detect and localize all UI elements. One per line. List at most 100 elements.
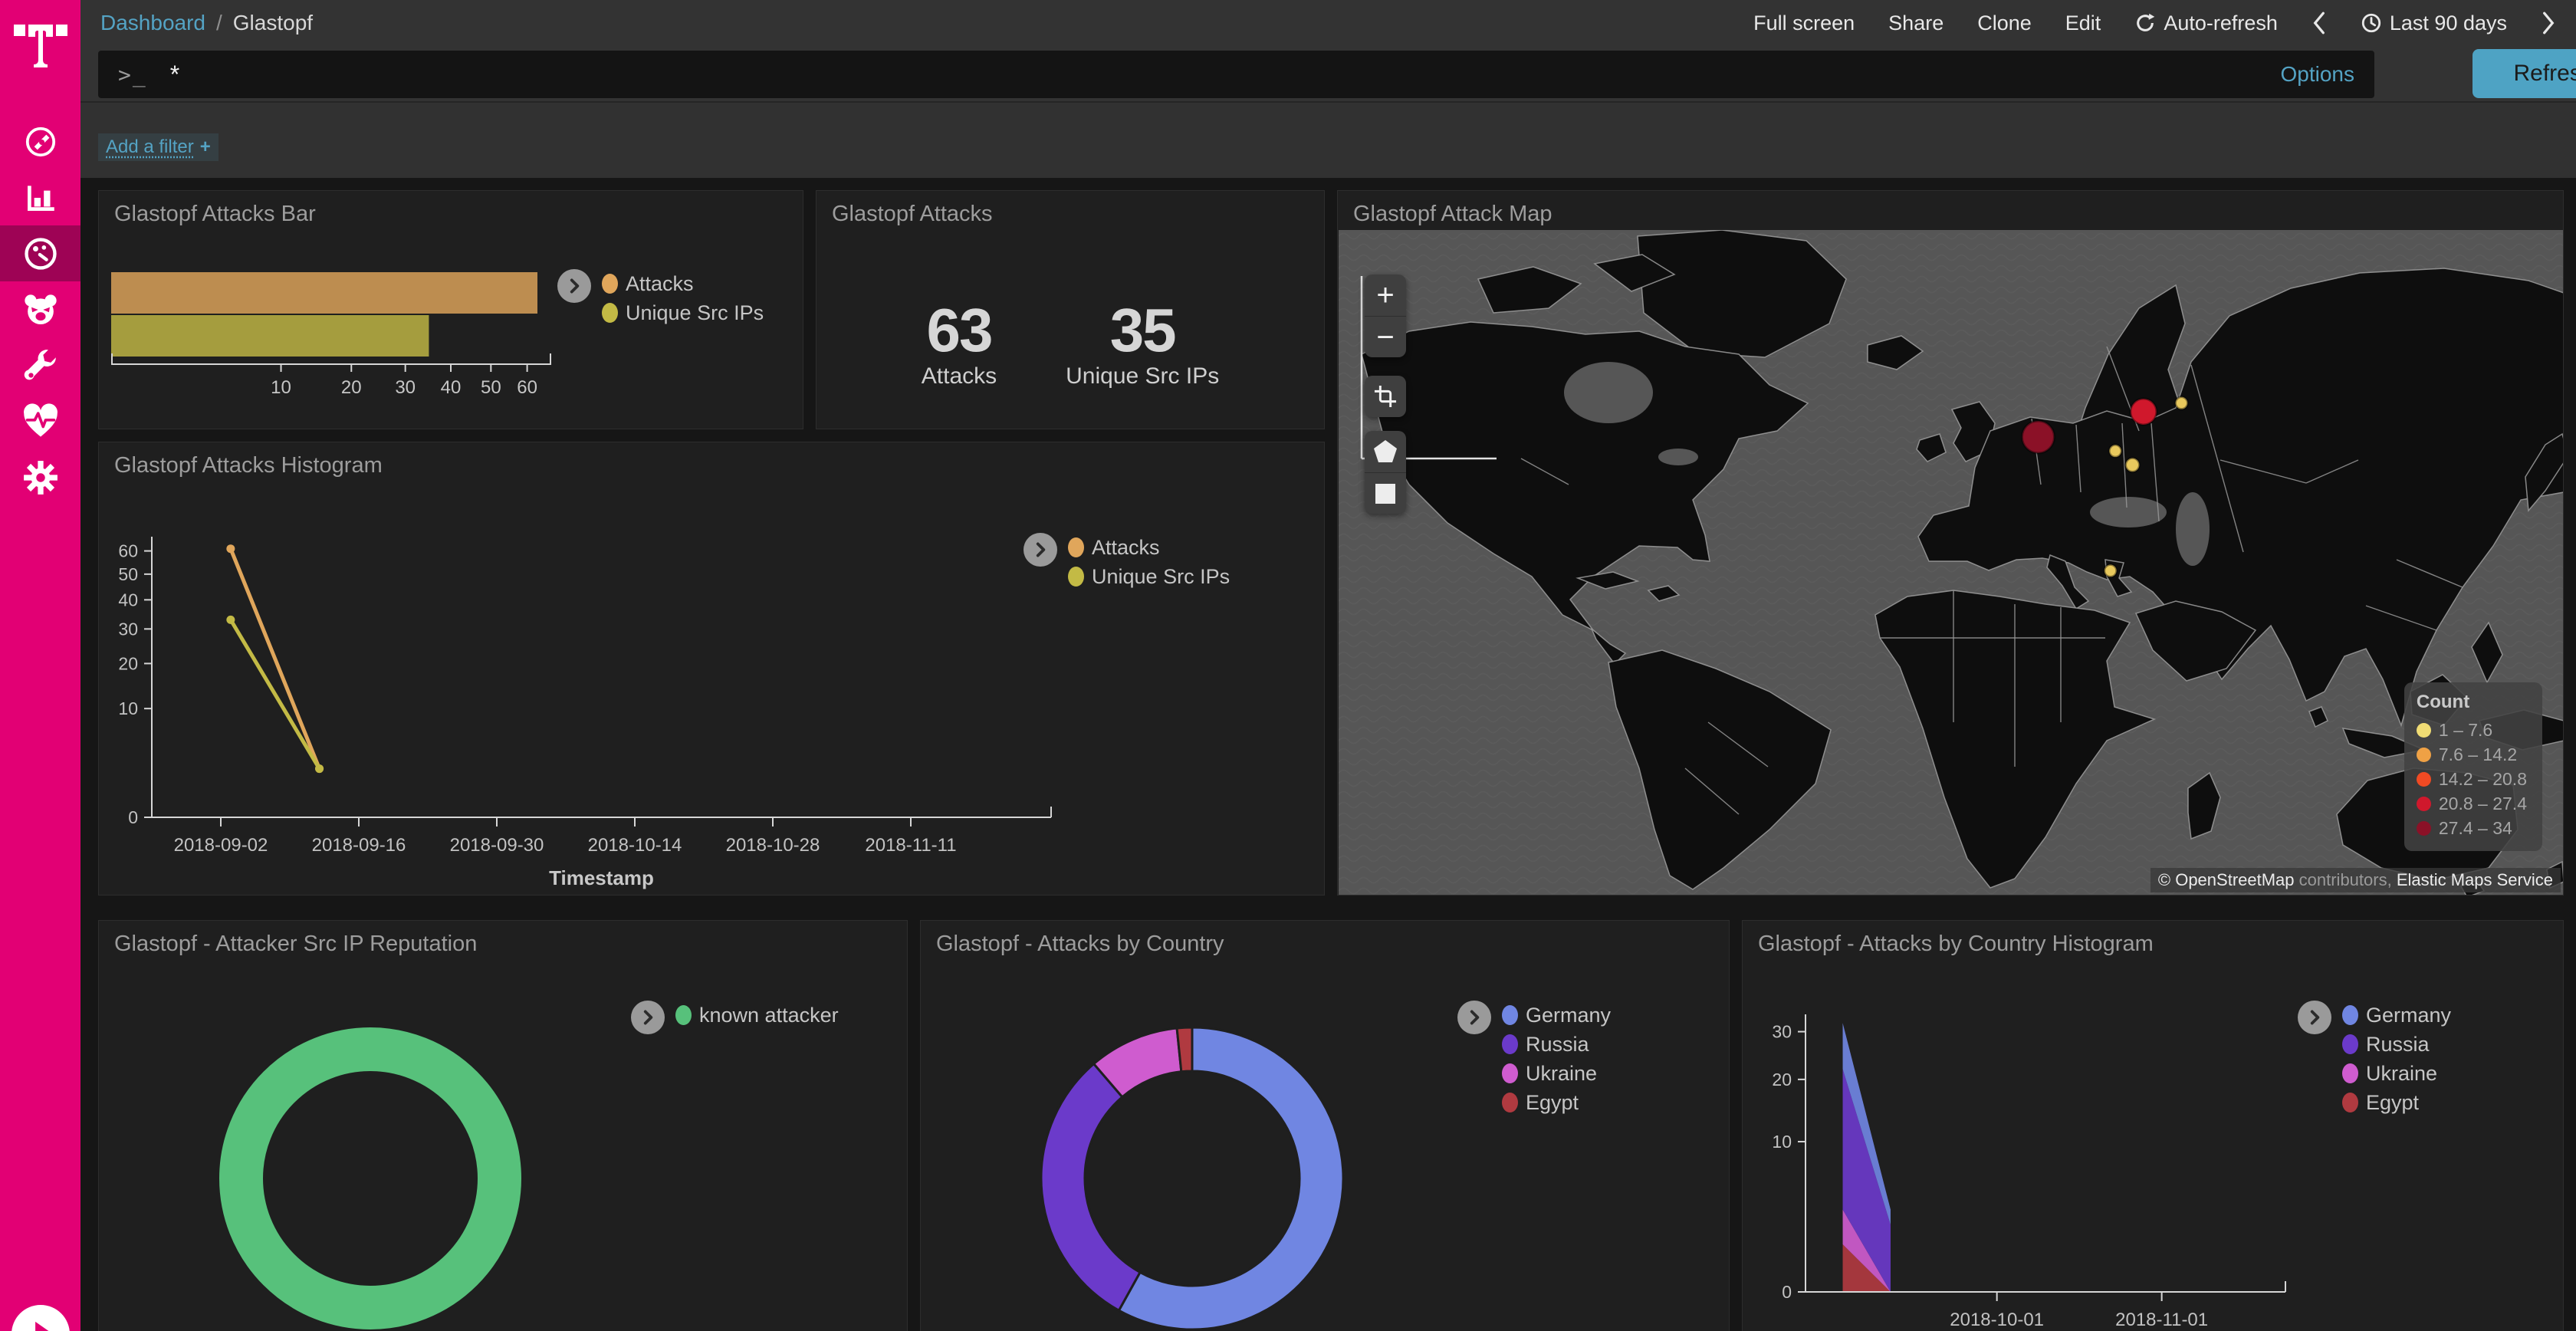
chart-legend: Attacks Unique Src IPs xyxy=(557,269,764,327)
legend-toggle-button[interactable] xyxy=(631,1001,665,1034)
attack-location-dot[interactable] xyxy=(2174,396,2189,411)
legend-item-known-attacker[interactable]: known attacker xyxy=(675,1001,839,1030)
donut-slice-egypt[interactable] xyxy=(1175,1026,1194,1073)
auto-refresh-button[interactable]: Auto-refresh xyxy=(2134,12,2278,35)
legend-item-egypt[interactable]: Egypt xyxy=(1502,1088,1611,1117)
attack-location-dot[interactable] xyxy=(2124,456,2141,473)
metric-group: 63 Attacks 35 Unique Src IPs xyxy=(816,298,1324,389)
sidebar-item-discover[interactable] xyxy=(0,113,80,169)
chevron-right-icon xyxy=(1470,1010,1480,1025)
edit-button[interactable]: Edit xyxy=(2065,11,2101,35)
bar-attacks[interactable] xyxy=(111,272,537,314)
sidebar-item-management[interactable] xyxy=(0,449,80,505)
area-russia[interactable] xyxy=(1842,1069,1891,1292)
clock-icon xyxy=(2361,13,2381,33)
draw-polygon-button[interactable] xyxy=(1365,431,1406,472)
country-donut-chart[interactable] xyxy=(921,921,1729,1331)
donut-slice-russia[interactable] xyxy=(1040,1062,1142,1313)
sidebar-expand-button[interactable] xyxy=(11,1305,70,1331)
time-back-button[interactable] xyxy=(2312,11,2327,35)
breadcrumb-separator: / xyxy=(215,11,222,35)
wrench-icon xyxy=(22,347,59,384)
legend-items: Attacks Unique Src IPs xyxy=(1068,533,1230,591)
clone-button[interactable]: Clone xyxy=(1977,11,2032,35)
legend-item-russia[interactable]: Russia xyxy=(1502,1030,1611,1059)
legend-item-egypt[interactable]: Egypt xyxy=(2342,1088,2451,1117)
telekom-logo[interactable] xyxy=(0,0,80,113)
legend-item-ukraine[interactable]: Ukraine xyxy=(1502,1059,1611,1088)
crop-fit-icon-button[interactable] xyxy=(1365,376,1406,417)
svg-text:0: 0 xyxy=(1782,1282,1792,1302)
add-filter-button[interactable]: Add a filter + xyxy=(98,133,219,161)
search-query-input[interactable] xyxy=(169,60,2266,89)
chart-legend: Attacks Unique Src IPs xyxy=(1024,533,1230,591)
sidebar-item-monitoring[interactable] xyxy=(0,393,80,449)
map-fit-control xyxy=(1365,376,1406,417)
draw-rectangle-button[interactable] xyxy=(1365,472,1406,514)
sidebar-item-bear[interactable] xyxy=(0,281,80,337)
legend-item-germany[interactable]: Germany xyxy=(2342,1001,2451,1030)
svg-text:20: 20 xyxy=(341,377,362,398)
legend-item-attacks[interactable]: Attacks xyxy=(1068,533,1230,562)
line-attacks[interactable] xyxy=(228,547,321,770)
area-germany[interactable] xyxy=(1842,1023,1891,1225)
svg-text:2018-09-30: 2018-09-30 xyxy=(450,835,544,856)
attacks-bar-chart[interactable]: 10 20 30 40 50 60 xyxy=(105,266,803,427)
world-attack-map[interactable]: + − xyxy=(1339,230,2563,895)
legend-item-germany[interactable]: Germany xyxy=(1502,1001,1611,1030)
legend-item-unique-src-ips[interactable]: Unique Src IPs xyxy=(602,298,764,327)
attack-location-dot[interactable] xyxy=(2020,419,2055,455)
zoom-in-button[interactable]: + xyxy=(1376,278,1395,312)
attack-location-dot[interactable] xyxy=(2129,397,2158,426)
legend-item-ukraine[interactable]: Ukraine xyxy=(2342,1059,2451,1088)
legend-item-attacks[interactable]: Attacks xyxy=(602,269,764,298)
openstreetmap-link[interactable]: © OpenStreetMap xyxy=(2157,870,2295,889)
full-screen-button[interactable]: Full screen xyxy=(1753,11,1855,35)
breadcrumb-dashboard-link[interactable]: Dashboard xyxy=(100,11,205,35)
sidebar-item-visualize[interactable] xyxy=(0,169,80,225)
top-menu: Full screen Share Clone Edit Auto-refres… xyxy=(1753,11,2556,35)
legend-color-dot xyxy=(675,1005,692,1025)
bar-unique-src-ips[interactable] xyxy=(111,315,429,357)
svg-text:20: 20 xyxy=(1772,1070,1792,1089)
top-navigation-bar: Dashboard / Glastopf Full screen Share C… xyxy=(80,0,2576,46)
map-legend-bucket: 14.2 – 20.8 xyxy=(2416,767,2527,791)
bucket-range-label: 14.2 – 20.8 xyxy=(2438,768,2527,789)
legend-item-unique-src-ips[interactable]: Unique Src IPs xyxy=(1068,562,1230,591)
svg-text:2018-10-01: 2018-10-01 xyxy=(1950,1310,2044,1330)
legend-toggle-button[interactable] xyxy=(1024,533,1057,567)
elastic-maps-service-link[interactable]: Elastic Maps Service xyxy=(2396,870,2553,889)
legend-item-russia[interactable]: Russia xyxy=(2342,1030,2451,1059)
attacks-histogram-chart[interactable]: 0 10 20 30 40 50 60 2018-09-02 2018-09-16 2018-09… xyxy=(99,442,1324,895)
share-button[interactable]: Share xyxy=(1888,11,1944,35)
sidebar-item-devtools[interactable] xyxy=(0,337,80,393)
legend-toggle-button[interactable] xyxy=(1457,1001,1491,1034)
attack-location-dot[interactable] xyxy=(2108,443,2123,458)
attack-location-dot[interactable] xyxy=(2103,563,2118,578)
time-forward-button[interactable] xyxy=(2541,11,2556,35)
legend-toggle-button[interactable] xyxy=(557,269,591,303)
donut-slice-germany[interactable] xyxy=(1117,1026,1345,1331)
reputation-donut-chart[interactable] xyxy=(99,921,907,1331)
legend-items: Attacks Unique Src IPs xyxy=(602,269,764,327)
area-egypt[interactable] xyxy=(1842,1244,1891,1292)
time-range-picker[interactable]: Last 90 days xyxy=(2361,12,2507,35)
panel-title: Glastopf - Attacks by Country Histogram xyxy=(1758,932,2154,956)
query-options-link[interactable]: Options xyxy=(2280,62,2355,86)
sidebar-item-dashboard[interactable] xyxy=(0,225,80,281)
chevron-right-icon xyxy=(2543,12,2555,35)
bucket-color-dot xyxy=(2416,820,2431,836)
line-unique-src-ips[interactable] xyxy=(228,619,321,770)
legend-toggle-button[interactable] xyxy=(2298,1001,2331,1034)
svg-text:60: 60 xyxy=(118,541,138,561)
svg-text:2018-11-11: 2018-11-11 xyxy=(865,835,956,856)
donut-slice-known-attacker[interactable] xyxy=(219,1027,521,1329)
filter-bar: Add a filter + xyxy=(80,101,2576,178)
metric-label: Unique Src IPs xyxy=(1066,363,1220,389)
refresh-button[interactable]: Refresh xyxy=(2472,49,2576,98)
area-ukraine[interactable] xyxy=(1842,1209,1891,1292)
heartbeat-icon xyxy=(21,403,60,441)
refresh-cw-icon xyxy=(2137,13,2155,31)
zoom-out-button[interactable]: − xyxy=(1365,316,1406,357)
